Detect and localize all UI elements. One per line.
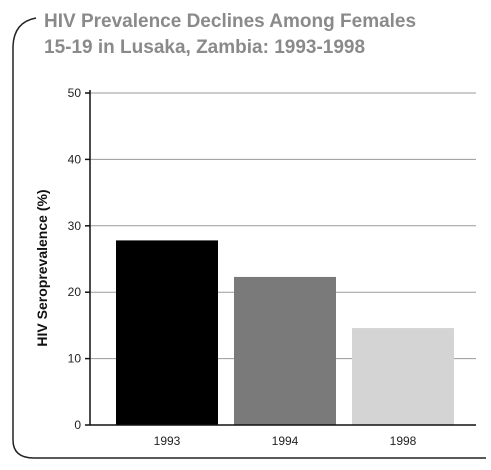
y-tick-label: 0 [74, 418, 81, 432]
bar-1993 [116, 240, 218, 425]
bar-layer [116, 240, 454, 425]
y-tick-label: 40 [68, 152, 82, 166]
x-tick-label: 1993 [154, 434, 181, 448]
chart-title-line-1: HIV Prevalence Declines Among Females [44, 11, 416, 32]
bar-1994 [234, 276, 336, 425]
x-tick-labels: 1993 1994 1998 [154, 434, 417, 448]
y-tick-labels: 0 10 20 30 40 50 [68, 86, 82, 432]
x-tick-label: 1998 [390, 434, 417, 448]
y-tick-label: 20 [68, 285, 82, 299]
frame-bracket [12, 17, 486, 459]
x-tick-label: 1994 [272, 434, 299, 448]
y-tick-label: 30 [68, 219, 82, 233]
chart-title-line-2: 15-19 in Lusaka, Zambia: 1993-1998 [44, 37, 365, 58]
y-tick-label: 50 [68, 86, 82, 100]
y-tick-label: 10 [68, 352, 82, 366]
bar-1998 [352, 328, 454, 425]
y-axis-title: HIV Seroprevalence (%) [34, 189, 50, 346]
